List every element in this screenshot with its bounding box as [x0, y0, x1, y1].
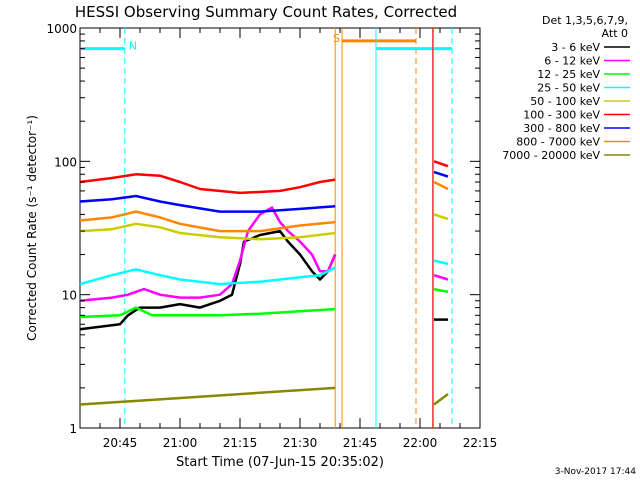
- observing-bar-label-s: S: [333, 32, 340, 45]
- series-line-12-25-kev-1: [79, 306, 336, 319]
- series-line-300-800-kev-1: [79, 194, 336, 213]
- series-line-7000-20000-kev-1: [79, 386, 336, 406]
- legend-entry-800-7000-kev: 800 - 7000 keV: [516, 136, 600, 149]
- legend-title-line-2: Att 0: [602, 27, 628, 40]
- series-line-800-7000-kev-1: [79, 210, 336, 233]
- legend-entry-300-800-kev: 300 - 800 keV: [523, 122, 600, 135]
- y-tick-label: 1000: [46, 22, 77, 36]
- series-line-100-300-kev-2: [433, 160, 449, 168]
- x-tick-label: 21:15: [223, 436, 258, 450]
- legend-entry-7000-20000-kev: 7000 - 20000 keV: [502, 149, 600, 162]
- chart-title: HESSI Observing Summary Count Rates, Cor…: [75, 3, 457, 21]
- series-line-50-100-kev-1: [79, 222, 336, 241]
- observing-bar-label-n: N: [129, 40, 137, 53]
- legend-title-line-1: Det 1,3,5,6,7,9,: [542, 14, 628, 27]
- series-line-6-12-kev-2: [433, 274, 449, 281]
- legend-entry-3-6-kev: 3 - 6 keV: [551, 41, 600, 54]
- x-tick-label: 20:45: [103, 436, 138, 450]
- series-line-7000-20000-kev-2: [433, 393, 449, 406]
- y-tick-label: 100: [54, 155, 77, 169]
- y-axis-label: Corrected Count Rate (s⁻¹ detector⁻¹): [25, 115, 39, 341]
- series-line-25-50-kev-2: [433, 259, 449, 266]
- timestamp: 3-Nov-2017 17:44: [555, 467, 637, 477]
- x-tick-label: 22:15: [463, 436, 498, 450]
- annotation-layer: NS: [81, 28, 453, 428]
- series-line-6-12-kev-1: [79, 206, 337, 303]
- x-tick-label: 22:00: [403, 436, 438, 450]
- series-line-12-25-kev-2: [433, 287, 449, 294]
- series-line-100-300-kev-1: [79, 173, 336, 195]
- x-tick-label: 21:30: [283, 436, 318, 450]
- series-layer: [79, 160, 449, 406]
- y-tick-label: 10: [62, 289, 77, 303]
- legend-entry-50-100-kev: 50 - 100 keV: [530, 95, 600, 108]
- series-line-50-100-kev-2: [433, 213, 449, 221]
- y-tick-label: 1: [69, 422, 77, 436]
- legend-entry-25-50-kev: 25 - 50 keV: [537, 82, 600, 95]
- series-line-25-50-kev-1: [79, 266, 336, 286]
- series-line-800-7000-kev-2: [433, 180, 449, 191]
- series-line-300-800-kev-2: [433, 170, 449, 178]
- legend-entry-100-300-kev: 100 - 300 keV: [523, 109, 600, 122]
- y-axis: 1 10 100 1000: [46, 22, 480, 436]
- x-tick-label: 21:00: [163, 436, 198, 450]
- legend-entry-12-25-kev: 12 - 25 keV: [537, 68, 600, 81]
- x-axis: 20:45 21:00 21:15 21:30 21:45 22:00 22:15: [79, 28, 498, 450]
- x-tick-label: 21:45: [343, 436, 378, 450]
- legend-entry-6-12-kev: 6 - 12 keV: [544, 55, 600, 68]
- x-axis-label: Start Time (07-Jun-15 20:35:02): [176, 455, 384, 470]
